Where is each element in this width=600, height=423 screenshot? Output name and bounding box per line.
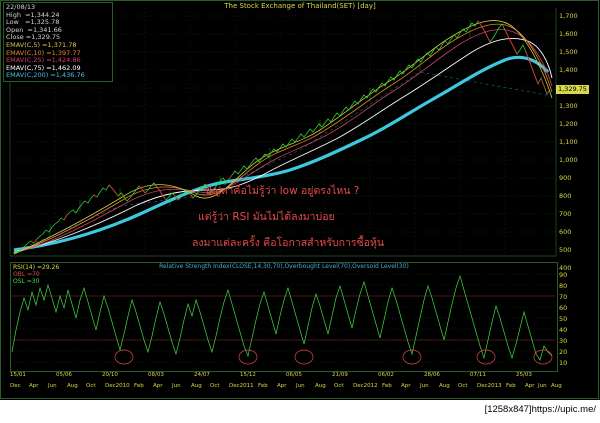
price-tick-1600: 1,600 bbox=[559, 30, 578, 38]
month-tick-6: Feb bbox=[134, 383, 144, 389]
price-tick-1700: 1,700 bbox=[559, 12, 578, 20]
price-tick-1200: 1,200 bbox=[559, 120, 578, 128]
ema200-label: EMAV(C,200) =1,436.76 bbox=[6, 71, 85, 80]
rsi-tick-30: 30 bbox=[559, 337, 568, 345]
chart-graphics bbox=[9, 8, 557, 365]
date-tick-3: 08/03 bbox=[148, 372, 164, 378]
rsi-info-box: RSI(14) =29.26 OBL =70 OSL =30 bbox=[13, 264, 59, 286]
quote-low: Low =1,325.78 bbox=[6, 18, 60, 27]
quote-open: Open =1,341.66 bbox=[6, 25, 62, 34]
month-tick-14: Jun bbox=[296, 383, 305, 389]
date-tick-6: 06/05 bbox=[286, 372, 302, 378]
month-tick-22: Oct bbox=[458, 383, 468, 389]
rsi-tick-60: 60 bbox=[559, 304, 568, 312]
month-tick-20: Jun bbox=[420, 383, 429, 389]
quote-info-box: 22/08/13 High =1,344.24 Low =1,325.78 Op… bbox=[3, 2, 113, 82]
rsi-tick-50: 50 bbox=[559, 315, 568, 323]
footer-credit: [1258x847]https://upic.me/ bbox=[484, 404, 596, 415]
annotation-line-3: ลงมาแต่ละครั้ง คือโอกาสสำหรับการซื้อหุ้น bbox=[192, 237, 385, 249]
ema75-label: EMAV(C,75) =1,462.09 bbox=[6, 63, 81, 72]
month-tick-13: Apr bbox=[277, 383, 287, 389]
price-tick-1000: 1,000 bbox=[559, 156, 578, 164]
date-tick-5: 15/12 bbox=[240, 372, 256, 378]
price-tick-1400: 1,400 bbox=[559, 66, 578, 74]
month-tick-1: Apr bbox=[29, 383, 39, 389]
month-tick-4: Oct bbox=[86, 383, 96, 389]
month-tick-3: Aug bbox=[67, 383, 78, 389]
month-tick-10: Oct bbox=[210, 383, 220, 389]
quote-date: 22/08/13 bbox=[6, 3, 36, 11]
date-axis: 15/01 05/06 20/10 08/03 24/07 15/12 06/0… bbox=[10, 372, 562, 394]
month-tick-23: Dec2013 bbox=[477, 383, 502, 389]
month-tick-8: Jun bbox=[172, 383, 181, 389]
rsi-tick-90: 90 bbox=[559, 271, 568, 279]
annotation-line-2: แต่รู้ว่า RSI มันไม่ได้ลงมาบ่อย bbox=[198, 211, 335, 223]
price-tick-1100: 1,100 bbox=[559, 138, 578, 146]
price-tick-500: 500 bbox=[559, 246, 572, 254]
rsi-panel: Relative Strength Index(CLOSE,14,30,70),… bbox=[10, 262, 558, 372]
rsi-title: Relative Strength Index(CLOSE,14,30,70),… bbox=[159, 263, 409, 270]
month-tick-15: Aug bbox=[315, 383, 326, 389]
chart-title: The Stock Exchange of Thailand(SET) [day… bbox=[224, 2, 376, 10]
month-tick-11: Dec2011 bbox=[229, 383, 254, 389]
ema5-label: EMAV(C,5) =1,371.78 bbox=[6, 40, 77, 49]
rsi-tick-10: 10 bbox=[559, 359, 568, 367]
last-price-tag: 1,329.75 bbox=[556, 85, 589, 94]
month-tick-16: Oct bbox=[334, 383, 344, 389]
rsi-obl: OBL =70 bbox=[13, 271, 40, 279]
month-tick-0: Dec bbox=[10, 383, 21, 389]
price-tick-700: 700 bbox=[559, 210, 572, 218]
price-tick-1500: 1,500 bbox=[559, 48, 578, 56]
rsi-osl: OSL =30 bbox=[13, 278, 40, 286]
date-tick-7: 21/09 bbox=[332, 372, 348, 378]
month-tick-9: Aug bbox=[191, 383, 202, 389]
date-tick-10: 07/11 bbox=[470, 372, 486, 378]
ema10-label: EMAV(C,10) =1,397.77 bbox=[6, 48, 81, 57]
month-tick-17: Dec2012 bbox=[353, 383, 378, 389]
rsi-value: RSI(14) =29.26 bbox=[13, 264, 60, 271]
date-tick-2: 20/10 bbox=[102, 372, 118, 378]
month-tick-5: Dec2010 bbox=[105, 383, 130, 389]
rsi-tick-80: 80 bbox=[559, 282, 568, 290]
price-tick-400: 400 bbox=[559, 264, 572, 272]
quote-close: Close =1,329.75 bbox=[6, 33, 61, 42]
quote-high: High =1,344.24 bbox=[6, 10, 60, 19]
month-tick-26: Jun bbox=[538, 383, 547, 389]
date-tick-11: 25/03 bbox=[516, 372, 532, 378]
month-tick-24: Feb bbox=[506, 383, 516, 389]
rsi-tick-40: 40 bbox=[559, 326, 568, 334]
month-tick-2: Jun bbox=[48, 383, 57, 389]
date-tick-1: 05/06 bbox=[56, 372, 72, 378]
month-tick-18: Feb bbox=[382, 383, 392, 389]
month-tick-25: Apr bbox=[525, 383, 535, 389]
rsi-tick-20: 20 bbox=[559, 348, 568, 356]
rsi-tick-70: 70 bbox=[559, 293, 568, 301]
ema25-label: EMAV(C,25) =1,424.86 bbox=[6, 56, 81, 65]
date-tick-8: 06/02 bbox=[378, 372, 394, 378]
chart-canvas: The Stock Exchange of Thailand(SET) [day… bbox=[0, 0, 600, 400]
footer-bar: [1258x847]https://upic.me/ bbox=[0, 400, 600, 423]
price-tick-600: 600 bbox=[559, 228, 572, 236]
date-tick-0: 15/01 bbox=[10, 372, 26, 378]
date-tick-9: 28/06 bbox=[424, 372, 440, 378]
month-tick-7: Apr bbox=[153, 383, 163, 389]
month-tick-19: Apr bbox=[401, 383, 411, 389]
price-tick-1300: 1,300 bbox=[559, 102, 578, 110]
month-tick-21: Aug bbox=[439, 383, 450, 389]
price-tick-800: 800 bbox=[559, 192, 572, 200]
month-tick-12: Feb bbox=[258, 383, 268, 389]
price-tick-900: 900 bbox=[559, 174, 572, 182]
month-tick-27: Aug bbox=[551, 383, 562, 389]
date-tick-4: 24/07 bbox=[194, 372, 210, 378]
annotation-line-1: ปัญหาคือไม่รู้ว่า low อยู่ตรงไหน ? bbox=[205, 185, 360, 197]
